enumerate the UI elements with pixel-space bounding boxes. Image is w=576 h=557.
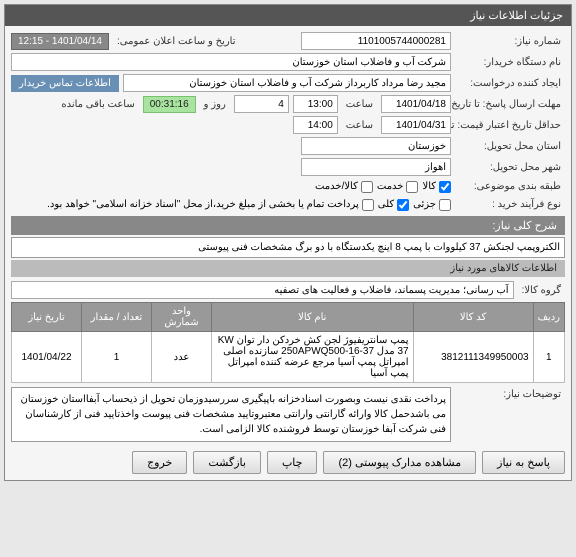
table-row: 1 3812111349950003 پمپ سانتریفیوژ لجن کش… [12,332,565,383]
cb-goods-input[interactable] [439,181,451,193]
contact-buyer-button[interactable]: اطلاعات تماس خریدار [11,75,119,92]
group-label: گروه کالا: [518,283,565,298]
buyer-label: نام دستگاه خریدار: [455,55,565,70]
bottom-bar: پاسخ به نیاز مشاهده مدارک پیوستی (2) چاپ… [11,445,565,474]
group-value: آب رسانی؛ مدیریت پسماند، فاضلاب و فعالیت… [11,281,514,299]
print-button[interactable]: چاپ [267,451,318,474]
remarks-text: پرداخت نقدی نیست وبصورت اسنادخزانه باپیگ… [11,387,451,442]
cb-treasury-input[interactable] [362,199,374,211]
cb-full[interactable]: کلی [378,199,409,211]
saat-label-1: ساعت [342,97,377,112]
cb-partial-input[interactable] [439,199,451,211]
validity-label: حداقل تاریخ اعتبار قیمت: تا تاریخ: [455,118,565,133]
need-no-label: شماره نیاز: [455,34,565,49]
cb-service[interactable]: خدمت [377,181,419,193]
city-value: اهواز [301,158,451,176]
goods-info-title: اطلاعات کالاهای مورد نیاز [11,260,565,277]
announce-label: تاریخ و ساعت اعلان عمومی: [113,34,240,49]
summary-text: الکتروپمپ لجنکش 37 کیلووات با پمپ 8 اینچ… [11,237,565,258]
th-name: نام کالا [212,303,414,332]
td-qty: 1 [82,332,152,383]
view-docs-button[interactable]: مشاهده مدارک پیوستی (2) [323,451,476,474]
panel-body: شماره نیاز: 1101005744000281 تاریخ و ساع… [5,26,571,480]
cb-goods[interactable]: کالا [422,181,451,193]
creator-value: مجید رضا مرداد کاربرداز شرکت آب و فاضلاب… [123,74,451,92]
panel-title: جزئیات اطلاعات نیاز [5,5,571,26]
days-label: روز و [200,97,230,112]
td-row: 1 [533,332,564,383]
countdown-timer: 00:31:16 [143,96,196,113]
province-label: استان محل تحویل: [455,139,565,154]
cb-treasury[interactable]: پرداخت تمام یا بخشی از مبلغ خرید،از محل … [47,199,374,211]
remarks-label: توضیحات نیاز: [455,387,565,402]
announce-value: 1401/04/14 - 12:15 [11,33,109,50]
purchase-type-label: نوع فرآیند خرید : [455,197,565,212]
creator-label: ایجاد کننده درخواست: [455,76,565,91]
saat-label-2: ساعت [342,118,377,133]
cb-goods-service-input[interactable] [361,181,373,193]
cb-goods-service[interactable]: کالا/خدمت [315,181,373,193]
exit-button[interactable]: خروج [132,451,187,474]
remain-label: ساعت باقی مانده [57,97,138,112]
th-unit: واحد شمارش [152,303,212,332]
deadline-label: مهلت ارسال پاسخ: تا تاریخ: [455,97,565,112]
td-code: 3812111349950003 [413,332,533,383]
th-qty: تعداد / مقدار [82,303,152,332]
need-no-field: 1101005744000281 [301,32,451,50]
validity-time: 14:00 [293,116,338,134]
th-row: ردیف [533,303,564,332]
th-code: کد کالا [413,303,533,332]
td-date: 1401/04/22 [12,332,82,383]
days-value: 4 [234,95,289,113]
cb-service-input[interactable] [406,181,418,193]
category-label: طبقه بندی موضوعی: [455,179,565,194]
province-value: خوزستان [301,137,451,155]
td-unit: عدد [152,332,212,383]
respond-button[interactable]: پاسخ به نیاز [482,451,565,474]
validity-date: 1401/04/31 [381,116,451,134]
deadline-time: 13:00 [293,95,338,113]
deadline-date: 1401/04/18 [381,95,451,113]
cb-full-input[interactable] [397,199,409,211]
need-details-panel: جزئیات اطلاعات نیاز شماره نیاز: 11010057… [4,4,572,481]
td-name: پمپ سانتریفیوژ لجن کش خردکن دار توان KW … [212,332,414,383]
goods-table: ردیف کد کالا نام کالا واحد شمارش تعداد /… [11,302,565,383]
buyer-value: شرکت آب و فاضلاب استان خوزستان [11,53,451,71]
summary-title: شرح کلی نیاز: [11,216,565,235]
return-button[interactable]: بازگشت [193,451,261,474]
cb-partial[interactable]: جزئی [413,199,451,211]
city-label: شهر محل تحویل: [455,160,565,175]
th-date: تاریخ نیاز [12,303,82,332]
